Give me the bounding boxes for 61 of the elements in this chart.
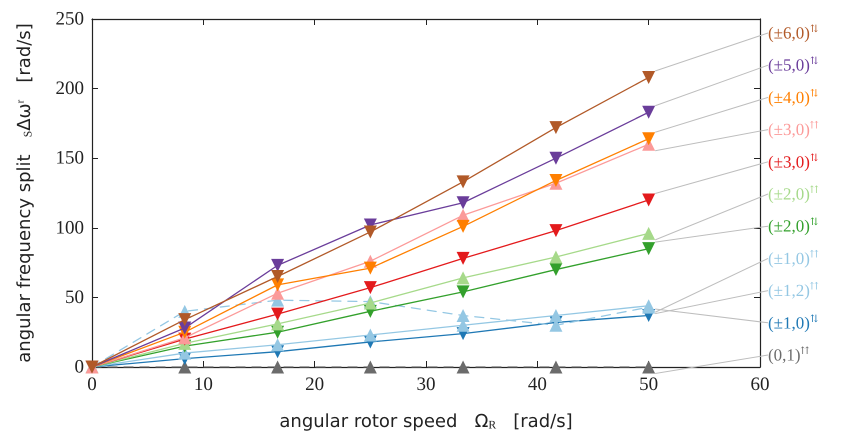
point (364, 225, 377, 238)
text: (±1,0)⇈ (768, 248, 819, 268)
text: (±5,0)⇅ (768, 56, 819, 75)
point (364, 328, 377, 342)
point (271, 338, 284, 352)
y-tick-label: 200 (56, 78, 84, 100)
point (364, 262, 377, 275)
text: (±3,0)⇅ (768, 152, 819, 172)
text: (±2,0)⇈ (768, 184, 819, 204)
text: (±6,0)⇅ (768, 24, 819, 42)
point (456, 220, 470, 233)
point (549, 360, 562, 374)
point (364, 360, 377, 374)
point (456, 271, 470, 284)
point (642, 242, 656, 256)
point (456, 308, 470, 322)
x-tick-label: 60 (750, 374, 770, 395)
point (549, 263, 562, 276)
point (549, 224, 562, 238)
point (642, 226, 656, 240)
point (178, 313, 192, 326)
point (456, 285, 470, 298)
point (642, 132, 656, 146)
x-tick-label: 20 (305, 374, 324, 395)
point (456, 175, 470, 188)
text: (±1,2)⇈ (768, 281, 819, 300)
x-tick-label: 10 (194, 374, 213, 395)
point (549, 250, 562, 264)
point (271, 317, 284, 330)
point (642, 360, 656, 374)
x-tick-label: 0 (87, 374, 97, 395)
y-tick-label: 0 (74, 356, 84, 378)
y-tick-label: 50 (65, 286, 84, 308)
point (642, 193, 656, 206)
point (549, 152, 562, 165)
point (271, 360, 284, 374)
point (642, 70, 656, 84)
text: angular rotor speed ΩR [rad/s] (279, 411, 573, 432)
point (549, 174, 562, 187)
point (642, 106, 656, 119)
point (271, 308, 284, 321)
y-tick-label: 100 (56, 217, 84, 238)
x-tick-label: 40 (528, 374, 547, 395)
point (549, 121, 562, 134)
text: (±1,0)⇅ (768, 313, 819, 332)
text: angular frequency split SΔωr [rad/s] (14, 23, 35, 363)
point (456, 196, 470, 210)
point (178, 360, 192, 374)
point (271, 258, 284, 272)
text: (0,1)⇈ (768, 346, 810, 364)
text: (±4,0)⇅ (768, 88, 819, 107)
text: (±2,0)⇅ (768, 216, 819, 236)
point (364, 281, 377, 294)
y-tick-label: 250 (56, 8, 84, 30)
point (271, 270, 284, 284)
x-tick-label: 50 (639, 374, 658, 395)
x-tick-label: 30 (416, 374, 436, 395)
point (456, 252, 470, 265)
text: (±3,0)⇈ (768, 120, 819, 140)
y-tick-label: 150 (56, 148, 84, 169)
point (456, 360, 470, 374)
